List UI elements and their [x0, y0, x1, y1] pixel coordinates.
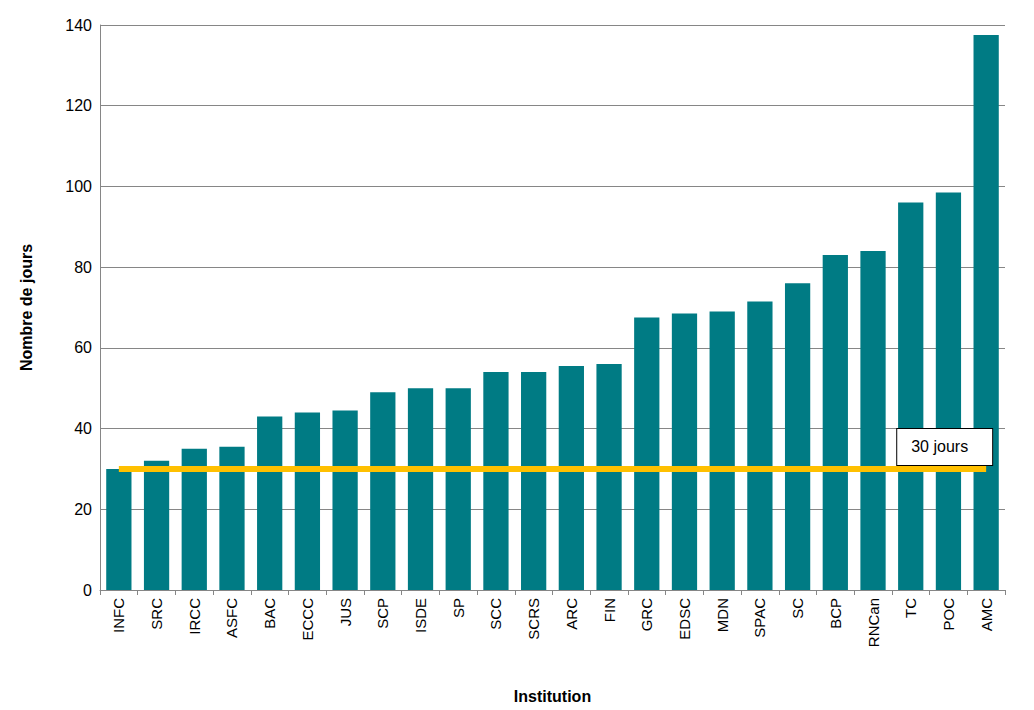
svg-text:SC: SC [789, 598, 806, 619]
svg-text:SCC: SCC [487, 598, 504, 630]
svg-text:JUS: JUS [337, 598, 354, 626]
svg-text:20: 20 [74, 501, 92, 518]
svg-text:MDN: MDN [714, 598, 731, 632]
svg-text:FIN: FIN [601, 598, 618, 622]
svg-text:RNCan: RNCan [865, 598, 882, 647]
svg-text:100: 100 [65, 178, 92, 195]
svg-text:40: 40 [74, 420, 92, 437]
svg-text:SCRS: SCRS [525, 598, 542, 640]
svg-text:BCP: BCP [827, 598, 844, 629]
svg-text:ISDE: ISDE [412, 598, 429, 633]
svg-text:GRC: GRC [638, 598, 655, 632]
svg-text:80: 80 [74, 259, 92, 276]
svg-text:0: 0 [83, 582, 92, 599]
svg-text:Nombre de jours: Nombre de jours [18, 244, 35, 371]
svg-text:Institution: Institution [514, 688, 591, 705]
svg-text:ASFC: ASFC [223, 598, 240, 638]
svg-text:120: 120 [65, 97, 92, 114]
svg-text:AMC: AMC [978, 598, 995, 632]
svg-text:SP: SP [450, 598, 467, 618]
svg-text:ARC: ARC [563, 598, 580, 630]
svg-text:SPAC: SPAC [751, 598, 768, 638]
svg-text:IRCC: IRCC [186, 598, 203, 635]
svg-text:EDSC: EDSC [676, 598, 693, 640]
svg-text:140: 140 [65, 17, 92, 34]
svg-text:30 jours: 30 jours [911, 438, 968, 455]
svg-text:TC: TC [902, 598, 919, 618]
svg-text:INFC: INFC [110, 598, 127, 633]
svg-text:BAC: BAC [261, 598, 278, 629]
svg-text:SCP: SCP [374, 598, 391, 629]
svg-text:SRC: SRC [148, 598, 165, 630]
svg-text:60: 60 [74, 339, 92, 356]
svg-text:POC: POC [940, 598, 957, 631]
svg-text:ECCC: ECCC [299, 598, 316, 641]
